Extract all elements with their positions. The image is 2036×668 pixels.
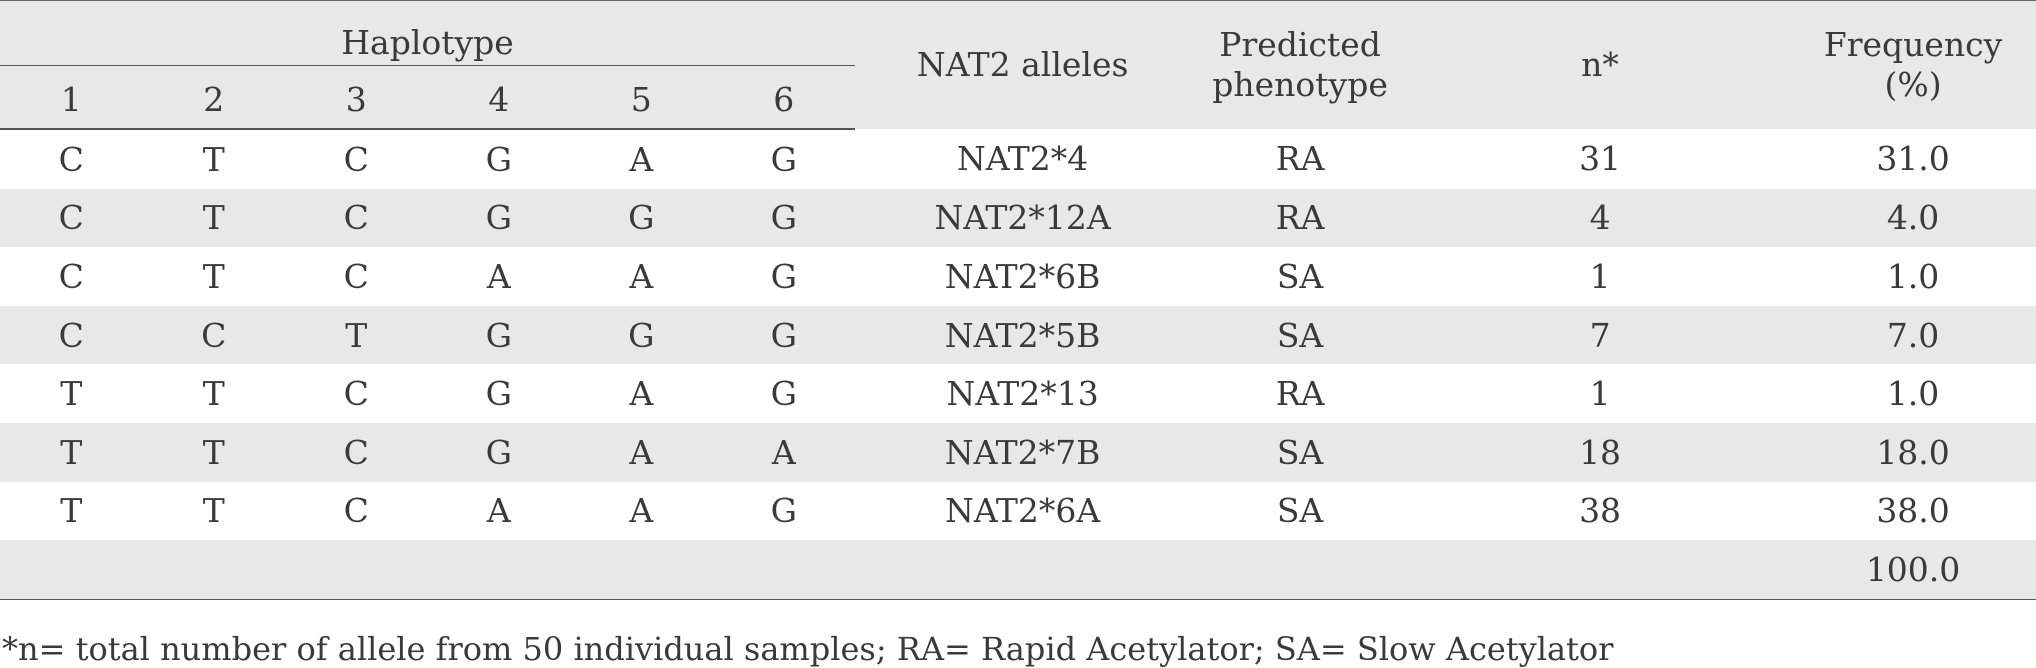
phenotype-cell: SA bbox=[1276, 491, 1324, 531]
allele-cell: NAT2*6B bbox=[944, 256, 1101, 296]
n-cell: 1 bbox=[1589, 256, 1611, 296]
n-cell: 31 bbox=[1579, 139, 1622, 179]
haplotype-cell: T bbox=[60, 491, 83, 531]
phenotype-cell: SA bbox=[1276, 256, 1324, 296]
haplotype-cell: C bbox=[343, 139, 369, 179]
table-footnote: *n= total number of allele from 50 indiv… bbox=[2, 629, 1614, 668]
haplotype-cell: G bbox=[485, 374, 512, 414]
haplotype-cell: G bbox=[485, 139, 512, 179]
haplotype-cell: G bbox=[770, 374, 797, 414]
n-cell: 7 bbox=[1589, 315, 1611, 355]
haplotype-cell: C bbox=[201, 315, 227, 355]
haplotype-cell: G bbox=[770, 198, 797, 238]
table-row: T T C G A G NAT2*13 RA 1 1.0 bbox=[0, 364, 2036, 423]
table-body: C T C G A G NAT2*4 RA 31 31.0 C T C G G … bbox=[0, 129, 2036, 600]
haplotype-cell: T bbox=[202, 139, 225, 179]
haplotype-cell: T bbox=[202, 374, 225, 414]
haplotype-cell: A bbox=[629, 491, 654, 531]
table-row: C T C G G G NAT2*12A RA 4 4.0 bbox=[0, 188, 2036, 248]
frequency-cell: 38.0 bbox=[1876, 491, 1950, 531]
phenotype-header-line2: phenotype bbox=[1212, 65, 1388, 104]
total-row-spacer bbox=[0, 540, 1791, 600]
nat2-haplotype-table: Haplotype NAT2 alleles Predicted phenotyp… bbox=[0, 0, 2036, 600]
total-frequency-cell: 100.0 bbox=[1790, 540, 2036, 600]
phenotype-cell: SA bbox=[1276, 315, 1324, 355]
haplotype-cell: T bbox=[202, 432, 225, 472]
haplotype-cell: G bbox=[485, 198, 512, 238]
haplotype-cell: T bbox=[60, 432, 83, 472]
haplotype-cell: C bbox=[58, 256, 84, 296]
haplotype-cell: A bbox=[486, 491, 511, 531]
haplotype-cell: C bbox=[343, 198, 369, 238]
predicted-phenotype-header: Predicted phenotype bbox=[1190, 1, 1410, 130]
haplotype-group-header: Haplotype bbox=[0, 0, 856, 66]
allele-cell: NAT2*6A bbox=[944, 491, 1101, 531]
haplotype-cell: G bbox=[485, 432, 512, 472]
allele-cell: NAT2*4 bbox=[956, 139, 1089, 179]
frequency-cell: 4.0 bbox=[1886, 198, 1940, 238]
table-row: C C T G G G NAT2*5B SA 7 7.0 bbox=[0, 305, 2036, 365]
table-row: T T C G A A NAT2*7B SA 18 18.0 bbox=[0, 422, 2036, 482]
table-row: C T C A A G NAT2*6B SA 1 1.0 bbox=[0, 247, 2036, 306]
haplotype-cell: A bbox=[771, 432, 796, 472]
haplotype-col-5-header: 5 bbox=[570, 65, 713, 130]
haplotype-cell: T bbox=[60, 374, 83, 414]
haplotype-cell: C bbox=[343, 491, 369, 531]
haplotype-cell: A bbox=[629, 432, 654, 472]
haplotype-col-6-header: 6 bbox=[712, 65, 856, 130]
frequency-cell: 31.0 bbox=[1876, 139, 1950, 179]
frequency-header: Frequency (%) bbox=[1823, 24, 2003, 104]
haplotype-col-2-header: 2 bbox=[142, 65, 285, 130]
frequency-cell: 1.0 bbox=[1886, 256, 1940, 296]
haplotype-cell: T bbox=[202, 198, 225, 238]
haplotype-cell: T bbox=[202, 256, 225, 296]
haplotype-cell: G bbox=[770, 256, 797, 296]
n-cell: 18 bbox=[1579, 432, 1622, 472]
haplotype-cell: C bbox=[58, 315, 84, 355]
haplotype-cell: C bbox=[58, 198, 84, 238]
haplotype-col-3-header: 3 bbox=[285, 65, 428, 130]
table-row: C T C G A G NAT2*4 RA 31 31.0 bbox=[0, 129, 2036, 189]
phenotype-cell: RA bbox=[1275, 198, 1325, 238]
phenotype-cell: RA bbox=[1275, 139, 1325, 179]
haplotype-cell: T bbox=[345, 315, 368, 355]
phenotype-cell: RA bbox=[1275, 374, 1325, 414]
allele-cell: NAT2*5B bbox=[944, 315, 1101, 355]
frequency-cell: 1.0 bbox=[1886, 374, 1940, 414]
phenotype-header-line1: Predicted bbox=[1219, 24, 1381, 64]
n-cell: 4 bbox=[1589, 198, 1611, 238]
haplotype-cell: A bbox=[486, 256, 511, 296]
haplotype-cell: C bbox=[343, 432, 369, 472]
n-header: n* bbox=[1581, 44, 1619, 84]
haplotype-cell: G bbox=[628, 198, 655, 238]
haplotype-cell: G bbox=[628, 315, 655, 355]
allele-cell: NAT2*7B bbox=[944, 432, 1101, 472]
haplotype-cell: A bbox=[629, 374, 654, 414]
haplotype-cell: C bbox=[343, 256, 369, 296]
haplotype-cell: A bbox=[629, 139, 654, 179]
total-row: 100.0 bbox=[0, 540, 2036, 600]
n-cell: 1 bbox=[1589, 374, 1611, 414]
haplotype-cell: G bbox=[485, 315, 512, 355]
haplotype-cell: C bbox=[343, 374, 369, 414]
haplotype-cell: T bbox=[202, 491, 225, 531]
allele-cell: NAT2*13 bbox=[946, 374, 1099, 414]
haplotype-col-4-header: 4 bbox=[427, 65, 570, 130]
allele-cell: NAT2*12A bbox=[934, 198, 1111, 238]
frequency-cell: 18.0 bbox=[1876, 432, 1950, 472]
table-header: Haplotype NAT2 alleles Predicted phenotyp… bbox=[0, 0, 2036, 130]
haplotype-cell: A bbox=[629, 256, 654, 296]
nat2-alleles-header: NAT2 alleles bbox=[916, 44, 1129, 84]
n-cell: 38 bbox=[1579, 491, 1622, 531]
table-row: T T C A A G NAT2*6A SA 38 38.0 bbox=[0, 482, 2036, 541]
haplotype-cell: G bbox=[770, 491, 797, 531]
frequency-cell: 7.0 bbox=[1886, 315, 1940, 355]
phenotype-cell: SA bbox=[1276, 432, 1324, 472]
haplotype-cell: G bbox=[770, 139, 797, 179]
haplotype-cell: G bbox=[770, 315, 797, 355]
haplotype-col-1-header: 1 bbox=[0, 65, 143, 130]
haplotype-cell: C bbox=[58, 139, 84, 179]
